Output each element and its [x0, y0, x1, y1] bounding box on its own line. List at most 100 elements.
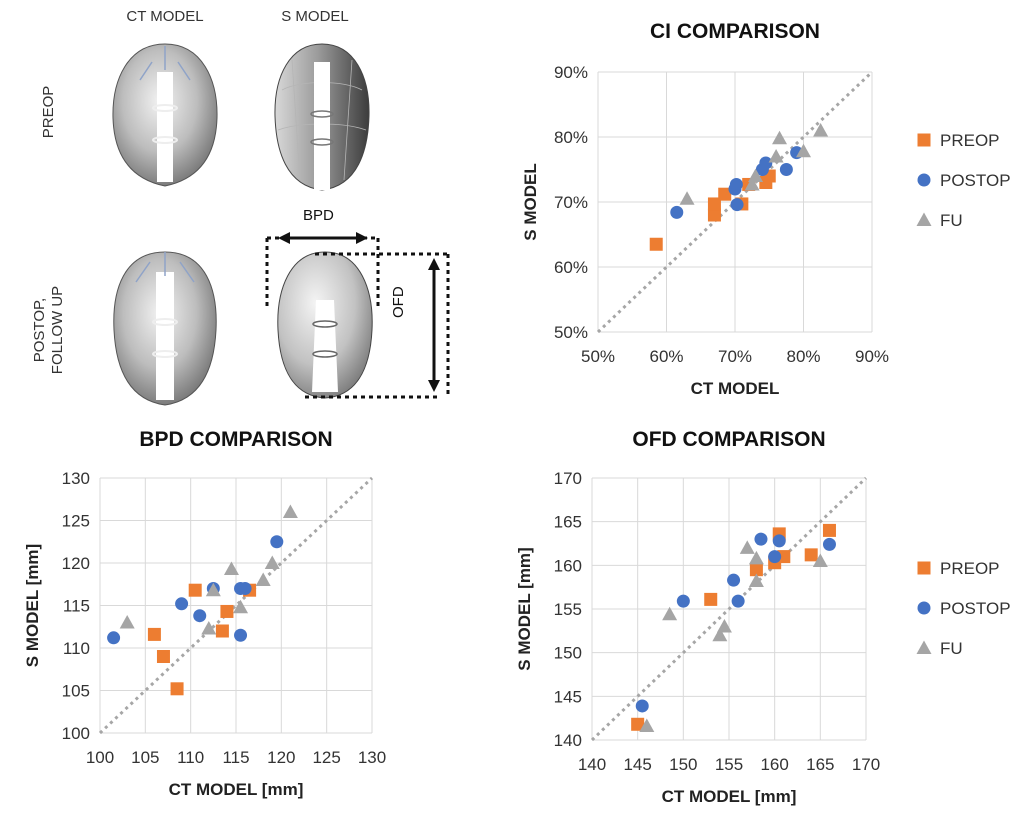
- bpd-preop-point: [156, 650, 170, 663]
- ofd-y-tick-label: 140: [554, 731, 582, 750]
- ci-postop-point: [759, 156, 773, 170]
- ofd-x-tick-label: 150: [669, 755, 697, 774]
- bpd-fu-point: [205, 582, 221, 597]
- ofd-legend-postop-label: POSTOP: [940, 599, 1011, 618]
- bpd-y-tick-label: 120: [62, 554, 90, 573]
- ofd-legend-fu-label: FU: [940, 639, 963, 658]
- bpd-preop-point: [188, 583, 202, 597]
- ci-fu-point: [744, 176, 760, 191]
- ofd-preop-point: [804, 548, 818, 562]
- bpd-postop-point: [107, 631, 121, 645]
- bpd-postop-point: [234, 628, 248, 642]
- ofd-label: OFD: [390, 286, 407, 318]
- ci-postop-point: [779, 163, 793, 176]
- bpd-y-tick-label: 130: [62, 469, 90, 488]
- ct-postop-skull: [113, 251, 217, 406]
- ci-postop-point: [729, 177, 743, 191]
- ofd-postop-point: [676, 594, 690, 608]
- s-model-col-label: S MODEL: [281, 8, 349, 25]
- ofd-fu-point: [739, 540, 755, 554]
- ci-legend-fu-label: FU: [940, 211, 963, 230]
- ofd-y-tick-label: 160: [554, 556, 582, 575]
- bpd-fu-point: [201, 620, 217, 635]
- ci-x-axis-label: CT MODEL: [691, 379, 780, 398]
- ofd-x-tick-label: 145: [623, 755, 651, 774]
- ofd-dimension: [305, 252, 450, 399]
- bpd-x-axis-label: CT MODEL [mm]: [169, 780, 304, 799]
- ofd-fu-point: [712, 627, 728, 642]
- ofd-chart-title: OFD COMPARISON: [632, 428, 825, 451]
- ofd-y-tick-label: 150: [554, 644, 582, 663]
- bpd-comparison-chart: BPD COMPARISON 100 105 110 115 120 125 130 100 10…: [23, 428, 386, 799]
- ci-legend-preop-label: PREOP: [940, 131, 1000, 150]
- ci-legend-postop-marker: [917, 173, 931, 187]
- bpd-preop-point: [215, 624, 229, 638]
- bpd-postop-point: [175, 597, 189, 611]
- ci-y-tick-label: 60%: [554, 258, 588, 277]
- ci-legend-postop-label: POSTOP: [940, 171, 1011, 190]
- ci-legend-preop-marker: [917, 133, 931, 147]
- ofd-x-tick-label: 165: [806, 755, 834, 774]
- ct-model-col-label: CT MODEL: [126, 8, 204, 25]
- bpd-label: BPD: [303, 207, 334, 224]
- bpd-x-tick-label: 125: [312, 748, 340, 767]
- ofd-y-tick-label: 145: [554, 687, 582, 706]
- ofd-x-tick-label: 160: [760, 755, 788, 774]
- ofd-preop-point: [777, 550, 791, 564]
- ci-comparison-chart: CI COMPARISON 50% 60% 70% 80% 90% 50% 60% 70% 80%…: [521, 20, 1011, 398]
- ci-y-tick-label: 90%: [554, 63, 588, 82]
- bpd-postop-point: [193, 609, 207, 623]
- ci-postop-point: [670, 205, 684, 219]
- ofd-fu-point: [748, 550, 764, 565]
- ci-x-tick-label: 90%: [855, 347, 889, 366]
- ct-preop-skull: [112, 43, 218, 187]
- bpd-y-tick-label: 110: [63, 639, 90, 658]
- ci-preop-point: [707, 208, 721, 222]
- bpd-fu-point: [233, 599, 249, 614]
- skull-models-figure: [112, 43, 450, 406]
- bpd-preop-point: [147, 627, 161, 641]
- ofd-x-tick-label: 170: [852, 755, 880, 774]
- bpd-y-axis-label: S MODEL [mm]: [23, 544, 42, 667]
- ci-x-tick-label: 60%: [649, 347, 683, 366]
- s-preop-skull: [274, 43, 370, 191]
- bpd-fu-point: [282, 504, 298, 518]
- ofd-x-tick-label: 155: [715, 755, 743, 774]
- bpd-y-tick-label: 125: [62, 512, 90, 531]
- ofd-y-tick-label: 170: [554, 469, 582, 488]
- bpd-fu-point: [255, 572, 271, 586]
- ofd-postop-point: [635, 699, 649, 713]
- ofd-fu-point: [812, 553, 828, 567]
- ofd-preop-point: [822, 523, 836, 537]
- bpd-y-tick-label: 115: [63, 597, 90, 616]
- bpd-x-tick-label: 105: [131, 748, 159, 767]
- bpd-x-tick-label: 110: [177, 748, 204, 767]
- ci-fu-point: [796, 143, 811, 158]
- ofd-y-tick-label: 165: [554, 513, 582, 532]
- ofd-fu-point: [716, 618, 732, 633]
- ci-fu-point: [679, 191, 695, 205]
- bpd-y-tick-label: 100: [62, 724, 90, 743]
- ofd-fu-point: [748, 573, 764, 588]
- ci-legend-fu-marker: [916, 212, 932, 226]
- ci-fu-point: [772, 130, 788, 145]
- ci-x-tick-label: 80%: [786, 347, 820, 366]
- ofd-fu-point: [662, 606, 678, 621]
- ofd-preop-point: [704, 592, 718, 606]
- bpd-fu-point: [119, 615, 135, 629]
- bpd-identity-line: [98, 476, 374, 735]
- ci-fu-point: [768, 149, 784, 163]
- bpd-x-tick-label: 115: [222, 748, 249, 767]
- ci-preop-point: [649, 237, 663, 251]
- ofd-legend-postop-marker: [917, 601, 931, 615]
- ofd-postop-point: [754, 532, 768, 546]
- ofd-legend-preop-marker: [917, 561, 931, 575]
- ofd-postop-point: [772, 534, 786, 548]
- bpd-preop-point: [170, 682, 184, 696]
- bpd-x-tick-label: 120: [267, 748, 295, 767]
- bpd-x-tick-label: 100: [86, 748, 114, 767]
- ci-postop-point: [730, 198, 744, 212]
- ofd-preop-point: [749, 563, 763, 577]
- bpd-dimension: [265, 232, 380, 306]
- ci-y-tick-label: 80%: [554, 128, 588, 147]
